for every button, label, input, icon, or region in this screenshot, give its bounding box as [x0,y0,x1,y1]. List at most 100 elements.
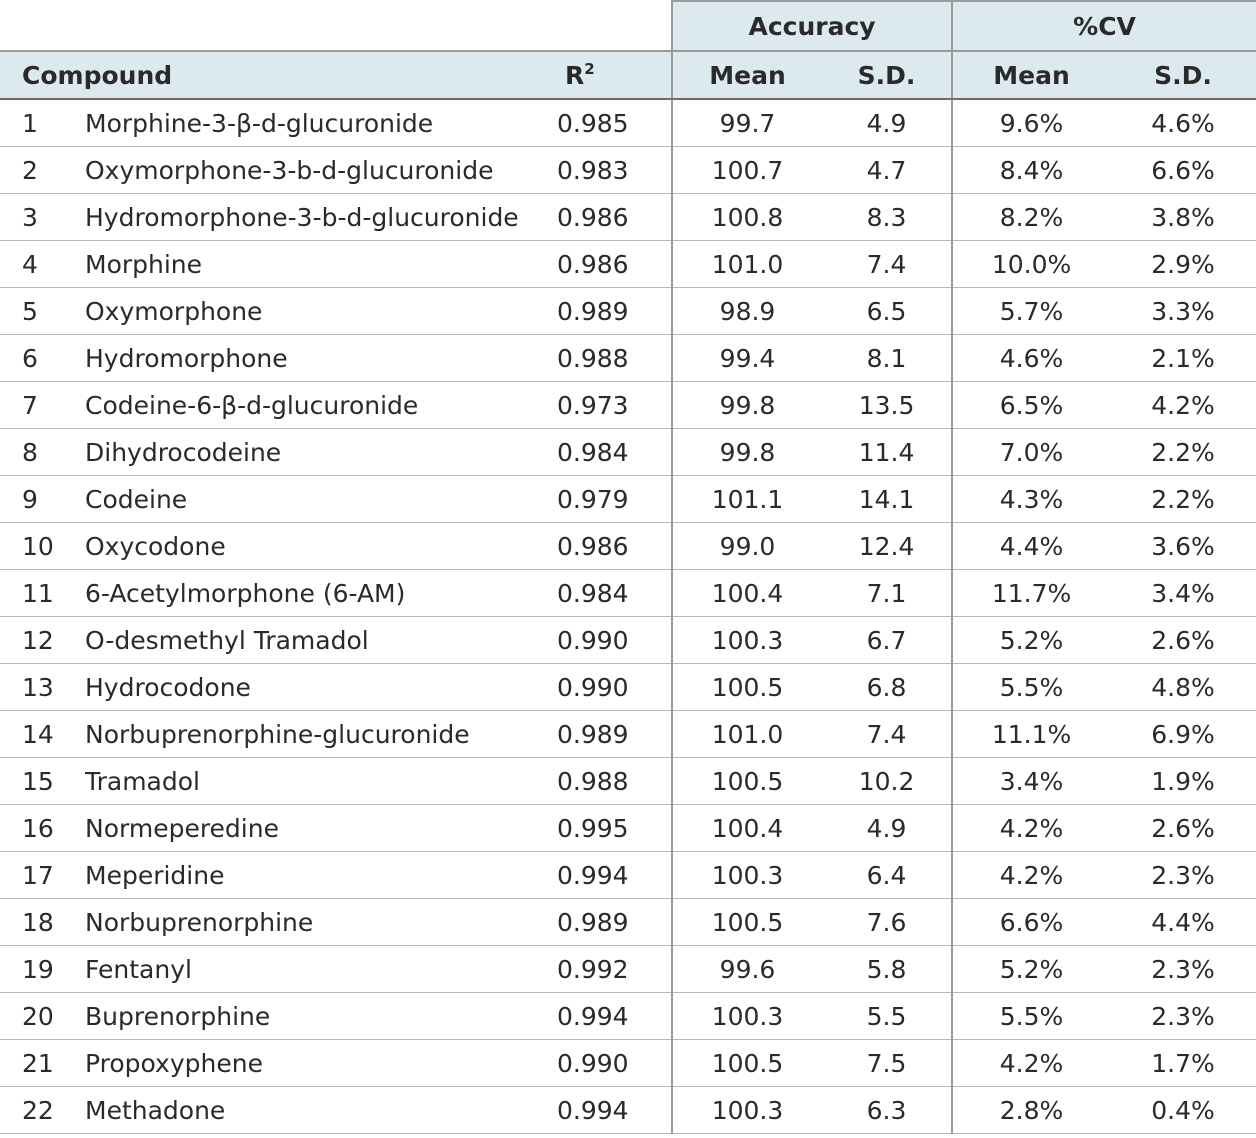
row-number: 7 [0,381,85,429]
cv-sd-value: 2.3% [1110,992,1256,1040]
cv-sd-value: 2.6% [1110,804,1256,852]
accuracy-mean-value: 99.6 [671,945,823,993]
r2-value: 0.990 [545,663,673,711]
group-header-row: Accuracy %CV [0,0,1256,51]
compound-name: O-desmethyl Tramadol [85,616,545,664]
r2-header-superscript: 2 [584,59,595,78]
cv-sd-value: 1.9% [1110,757,1256,805]
row-number: 4 [0,240,85,288]
row-number: 20 [0,992,85,1040]
table-row: 15 Tramadol 0.988 100.5 10.2 3.4% 1.9% [0,757,1256,805]
compound-name: Propoxyphene [85,1039,545,1087]
r2-value: 0.984 [545,428,673,476]
accuracy-sd-value: 7.4 [822,240,953,288]
table-row: 22 Methadone 0.994 100.3 6.3 2.8% 0.4% [0,1086,1256,1134]
accuracy-mean-value: 101.0 [671,710,823,758]
cv-sd-value: 6.6% [1110,146,1256,194]
table-row: 21 Propoxyphene 0.990 100.5 7.5 4.2% 1.7% [0,1039,1256,1087]
cv-sd-value: 4.6% [1110,99,1256,147]
accuracy-sd-value: 4.7 [822,146,953,194]
table-row: 1 Morphine-3-β-d-glucuronide 0.985 99.7 4.9 9… [0,99,1256,147]
compound-name: Oxycodone [85,522,545,570]
accuracy-mean-value: 100.4 [671,569,823,617]
table-row: 10 Oxycodone 0.986 99.0 12.4 4.4% 3.6% [0,522,1256,570]
accuracy-mean-value: 100.5 [671,1039,823,1087]
accuracy-sd-value: 7.4 [822,710,953,758]
cv-sd-value: 2.3% [1110,851,1256,899]
r2-value: 0.994 [545,851,673,899]
r2-value: 0.990 [545,1039,673,1087]
cv-mean-value: 6.6% [951,898,1111,946]
cv-mean-value: 3.4% [951,757,1111,805]
cv-sd-value: 3.4% [1110,569,1256,617]
r2-value: 0.983 [545,146,673,194]
r2-value: 0.973 [545,381,673,429]
compound-name: Tramadol [85,757,545,805]
row-number: 12 [0,616,85,664]
row-number: 14 [0,710,85,758]
compound-name: Morphine [85,240,545,288]
compound-name: 6-Acetylmorphone (6-AM) [85,569,545,617]
row-number: 18 [0,898,85,946]
cv-mean-value: 5.7% [951,287,1111,335]
accuracy-mean-value: 100.3 [671,1086,823,1134]
row-number: 11 [0,569,85,617]
r2-header-base: R [565,60,585,90]
accuracy-sd-value: 6.3 [822,1086,953,1134]
cv-mean-value: 6.5% [951,381,1111,429]
cv-sd-value: 4.4% [1110,898,1256,946]
accuracy-mean-value: 101.0 [671,240,823,288]
cv-mean-value: 8.2% [951,193,1111,241]
cv-mean-value: 9.6% [951,99,1111,147]
compound-name: Hydromorphone [85,334,545,382]
accuracy-sd-value: 6.8 [822,663,953,711]
accuracy-mean-value: 99.0 [671,522,823,570]
r2-value: 0.984 [545,569,673,617]
compound-name: Hydromorphone-3-b-d-glucuronide [85,193,545,241]
accuracy-mean-value: 98.9 [671,287,823,335]
table-row: 8 Dihydrocodeine 0.984 99.8 11.4 7.0% 2.2% [0,428,1256,476]
table-row: 2 Oxymorphone-3-b-d-glucuronide 0.983 100.7… [0,146,1256,194]
table-row: 18 Norbuprenorphine 0.989 100.5 7.6 6.6% 4.4% [0,898,1256,946]
compound-name: Oxymorphone-3-b-d-glucuronide [85,146,545,194]
row-number: 10 [0,522,85,570]
accuracy-sd-value: 6.7 [822,616,953,664]
compound-name: Methadone [85,1086,545,1134]
row-number: 1 [0,99,85,147]
cv-mean-value: 11.7% [951,569,1111,617]
accuracy-sd-header: S.D. [822,50,953,100]
accuracy-mean-value: 100.7 [671,146,823,194]
cv-mean-value: 10.0% [951,240,1111,288]
cv-sd-value: 6.9% [1110,710,1256,758]
r2-value: 0.986 [545,240,673,288]
accuracy-sd-value: 7.5 [822,1039,953,1087]
cv-mean-value: 5.2% [951,616,1111,664]
accuracy-mean-value: 100.5 [671,898,823,946]
row-number: 3 [0,193,85,241]
accuracy-sd-value: 8.1 [822,334,953,382]
row-number: 16 [0,804,85,852]
table-row: 4 Morphine 0.986 101.0 7.4 10.0% 2.9% [0,240,1256,288]
cv-mean-value: 4.2% [951,804,1111,852]
r2-value: 0.985 [545,99,673,147]
row-number: 17 [0,851,85,899]
row-number: 21 [0,1039,85,1087]
accuracy-sd-value: 4.9 [822,99,953,147]
table-row: 20 Buprenorphine 0.994 100.3 5.5 5.5% 2.3% [0,992,1256,1040]
r2-value: 0.995 [545,804,673,852]
cv-sd-value: 4.8% [1110,663,1256,711]
compound-name: Buprenorphine [85,992,545,1040]
accuracy-sd-value: 13.5 [822,381,953,429]
cv-sd-value: 2.2% [1110,428,1256,476]
accuracy-sd-value: 14.1 [822,475,953,523]
cv-mean-value: 8.4% [951,146,1111,194]
compound-header: Compound [0,50,545,100]
row-number: 13 [0,663,85,711]
cv-sd-value: 2.1% [1110,334,1256,382]
table-row: 14 Norbuprenorphine-glucuronide 0.989 101.0… [0,710,1256,758]
cv-sd-value: 2.3% [1110,945,1256,993]
cv-group-header: %CV [951,0,1256,51]
r2-value: 0.979 [545,475,673,523]
r2-value: 0.994 [545,1086,673,1134]
